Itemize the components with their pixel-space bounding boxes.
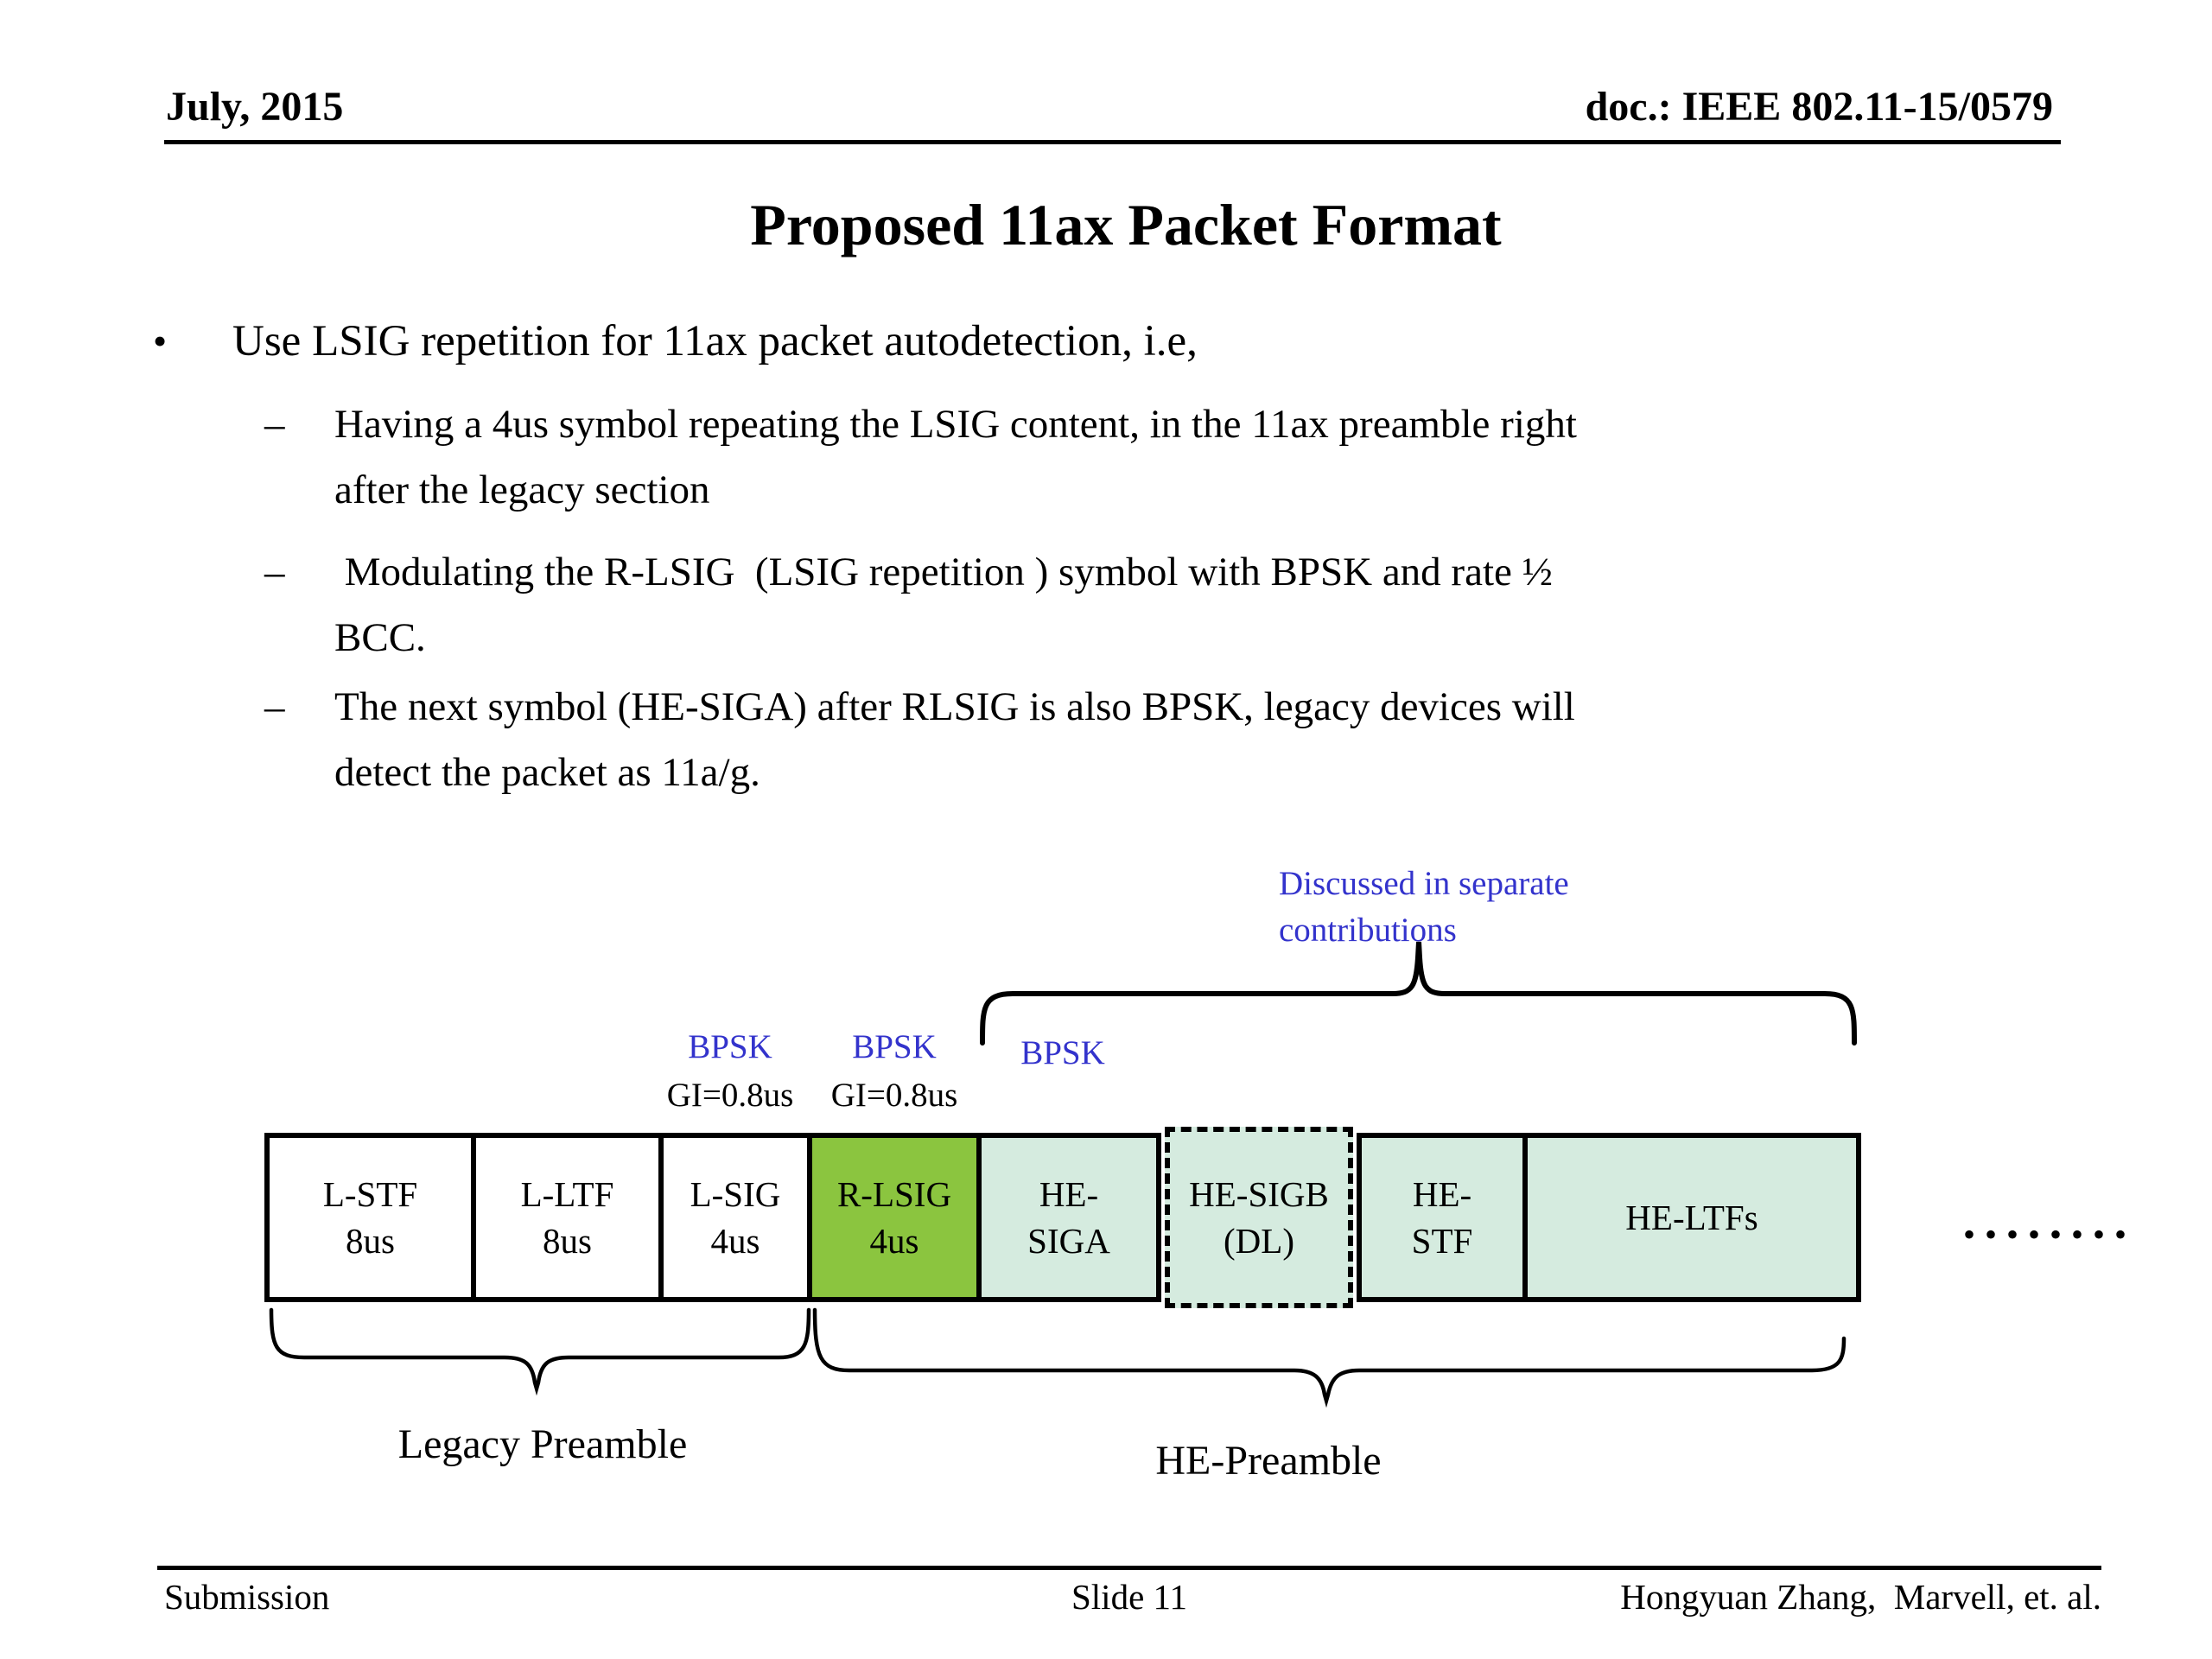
packet-block-l-stf: L-STF 8us xyxy=(264,1133,476,1302)
packet-block-label: 4us xyxy=(869,1221,919,1261)
packet-block-label: SIGA xyxy=(1027,1221,1110,1261)
packet-block-label: L-STF xyxy=(322,1174,418,1214)
gi-label-lsig: GI=0.8us xyxy=(666,1077,794,1114)
packet-block-l-ltf: L-LTF 8us xyxy=(471,1133,664,1302)
footer-slide-number: Slide 11 xyxy=(1071,1577,1187,1617)
bullet-main-text: Use LSIG repetition for 11ax packet auto… xyxy=(232,317,1198,365)
bullet-marker: • xyxy=(153,319,168,363)
annotation-line-2: contributions xyxy=(1279,912,1457,949)
bpsk-label-rlsig: BPSK xyxy=(852,1028,937,1065)
legacy-preamble-brace xyxy=(269,1307,811,1396)
legacy-preamble-label: Legacy Preamble xyxy=(397,1421,688,1467)
sub-bullet-1: – Having a 4us symbol repeating the LSIG … xyxy=(264,391,1577,523)
packet-block-he-sigb: HE-SIGB (DL) xyxy=(1165,1127,1353,1308)
packet-block-label: L-SIG xyxy=(690,1174,781,1214)
bpsk-label-lsig: BPSK xyxy=(688,1028,772,1065)
annotation-line-1: Discussed in separate xyxy=(1279,865,1569,902)
header-date: July, 2015 xyxy=(166,84,344,130)
packet-block-label: HE-LTFs xyxy=(1625,1198,1758,1237)
header-doc-number: doc.: IEEE 802.11-15/0579 xyxy=(1585,84,2053,130)
packet-block-label: L-LTF xyxy=(520,1174,614,1214)
dash-marker: – xyxy=(264,550,285,594)
packet-block-r-lsig: R-LSIG 4us xyxy=(807,1133,982,1302)
continuation-dots: •••••••• xyxy=(1963,1215,2137,1254)
dash-marker: – xyxy=(264,402,285,447)
dash-marker: – xyxy=(264,684,285,729)
packet-block-label: 4us xyxy=(710,1221,760,1261)
over-brace xyxy=(980,941,1857,1046)
packet-block-he-ltfs: HE-LTFs xyxy=(1522,1133,1861,1302)
packet-block-he-siga: HE- SIGA xyxy=(976,1133,1161,1302)
packet-block-label: HE- xyxy=(1412,1174,1472,1214)
packet-block-label: HE- xyxy=(1039,1174,1099,1214)
packet-block-he-stf: HE- STF xyxy=(1357,1133,1528,1302)
sub-bullet-3: – The next symbol (HE-SIGA) after RLSIG i… xyxy=(264,674,1575,805)
bullet-main: • Use LSIG repetition for 11ax packet au… xyxy=(153,311,1198,372)
annotation-discussed: Discussed in separate contributions xyxy=(1279,861,1569,954)
modulation-label-hesiga: BPSK xyxy=(985,1029,1141,1077)
packet-block-label: 8us xyxy=(346,1221,395,1261)
packet-blocks-row: L-STF 8us L-LTF 8us L-SIG 4us R-LSIG 4us HE- SIGA… xyxy=(264,1127,1861,1308)
sub-bullet-text: Modulating the R-LSIG (LSIG repetition )… xyxy=(334,550,1553,660)
sub-bullet-2: – Modulating the R-LSIG (LSIG repetition… xyxy=(264,539,1553,671)
packet-block-label: HE-SIGB xyxy=(1189,1174,1329,1214)
modulation-label-lsig: BPSK GI=0.8us xyxy=(635,1023,825,1120)
footer-rule xyxy=(157,1566,2101,1570)
page-title: Proposed 11ax Packet Format xyxy=(750,192,1502,257)
footer-submission: Submission xyxy=(164,1577,330,1617)
packet-block-label: (DL) xyxy=(1224,1221,1294,1261)
he-preamble-brace xyxy=(812,1307,1847,1408)
sub-bullet-text: Having a 4us symbol repeating the LSIG c… xyxy=(334,402,1577,512)
packet-block-label: STF xyxy=(1411,1221,1473,1261)
gi-label-rlsig: GI=0.8us xyxy=(830,1077,958,1114)
he-preamble-label: HE-Preamble xyxy=(1155,1438,1382,1484)
bpsk-label-hesiga: BPSK xyxy=(1020,1034,1105,1071)
modulation-label-rlsig: BPSK GI=0.8us xyxy=(799,1023,989,1120)
sub-bullet-text: The next symbol (HE-SIGA) after RLSIG is… xyxy=(334,684,1575,795)
packet-block-label: R-LSIG xyxy=(836,1174,952,1214)
footer-authors: Hongyuan Zhang, Marvell, et. al. xyxy=(1620,1577,2101,1617)
header-rule xyxy=(164,140,2061,144)
packet-block-l-sig: L-SIG 4us xyxy=(658,1133,812,1302)
packet-block-label: 8us xyxy=(543,1221,592,1261)
